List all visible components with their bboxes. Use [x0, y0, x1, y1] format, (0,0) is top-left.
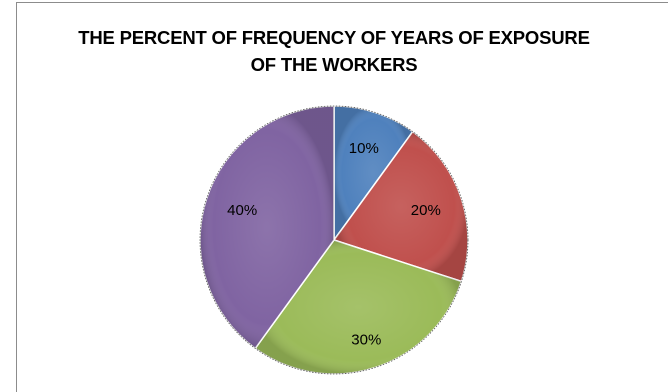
data-label-30-percent: 30%	[351, 331, 381, 348]
data-label-20-percent: 20%	[411, 202, 441, 219]
chart-title: THE PERCENT OF FREQUENCY OF YEARS OF EXP…	[0, 24, 668, 78]
pie-slice-shading	[334, 106, 413, 240]
pie-slice-shading	[200, 106, 334, 349]
pie-chart: 10% 20% 30% 40%	[199, 105, 469, 375]
pie-slices	[199, 105, 469, 375]
pie-slice-shading	[255, 240, 462, 374]
pie-slice-shading	[334, 131, 468, 282]
pie-outline	[199, 105, 469, 375]
data-label-10-percent: 10%	[349, 140, 379, 157]
chart-title-line-1: THE PERCENT OF FREQUENCY OF YEARS OF EXP…	[78, 27, 590, 48]
data-label-40-percent: 40%	[227, 202, 257, 219]
pie-labels: 10% 20% 30% 40%	[227, 140, 441, 348]
chart-title-line-2: OF THE WORKERS	[250, 54, 418, 75]
